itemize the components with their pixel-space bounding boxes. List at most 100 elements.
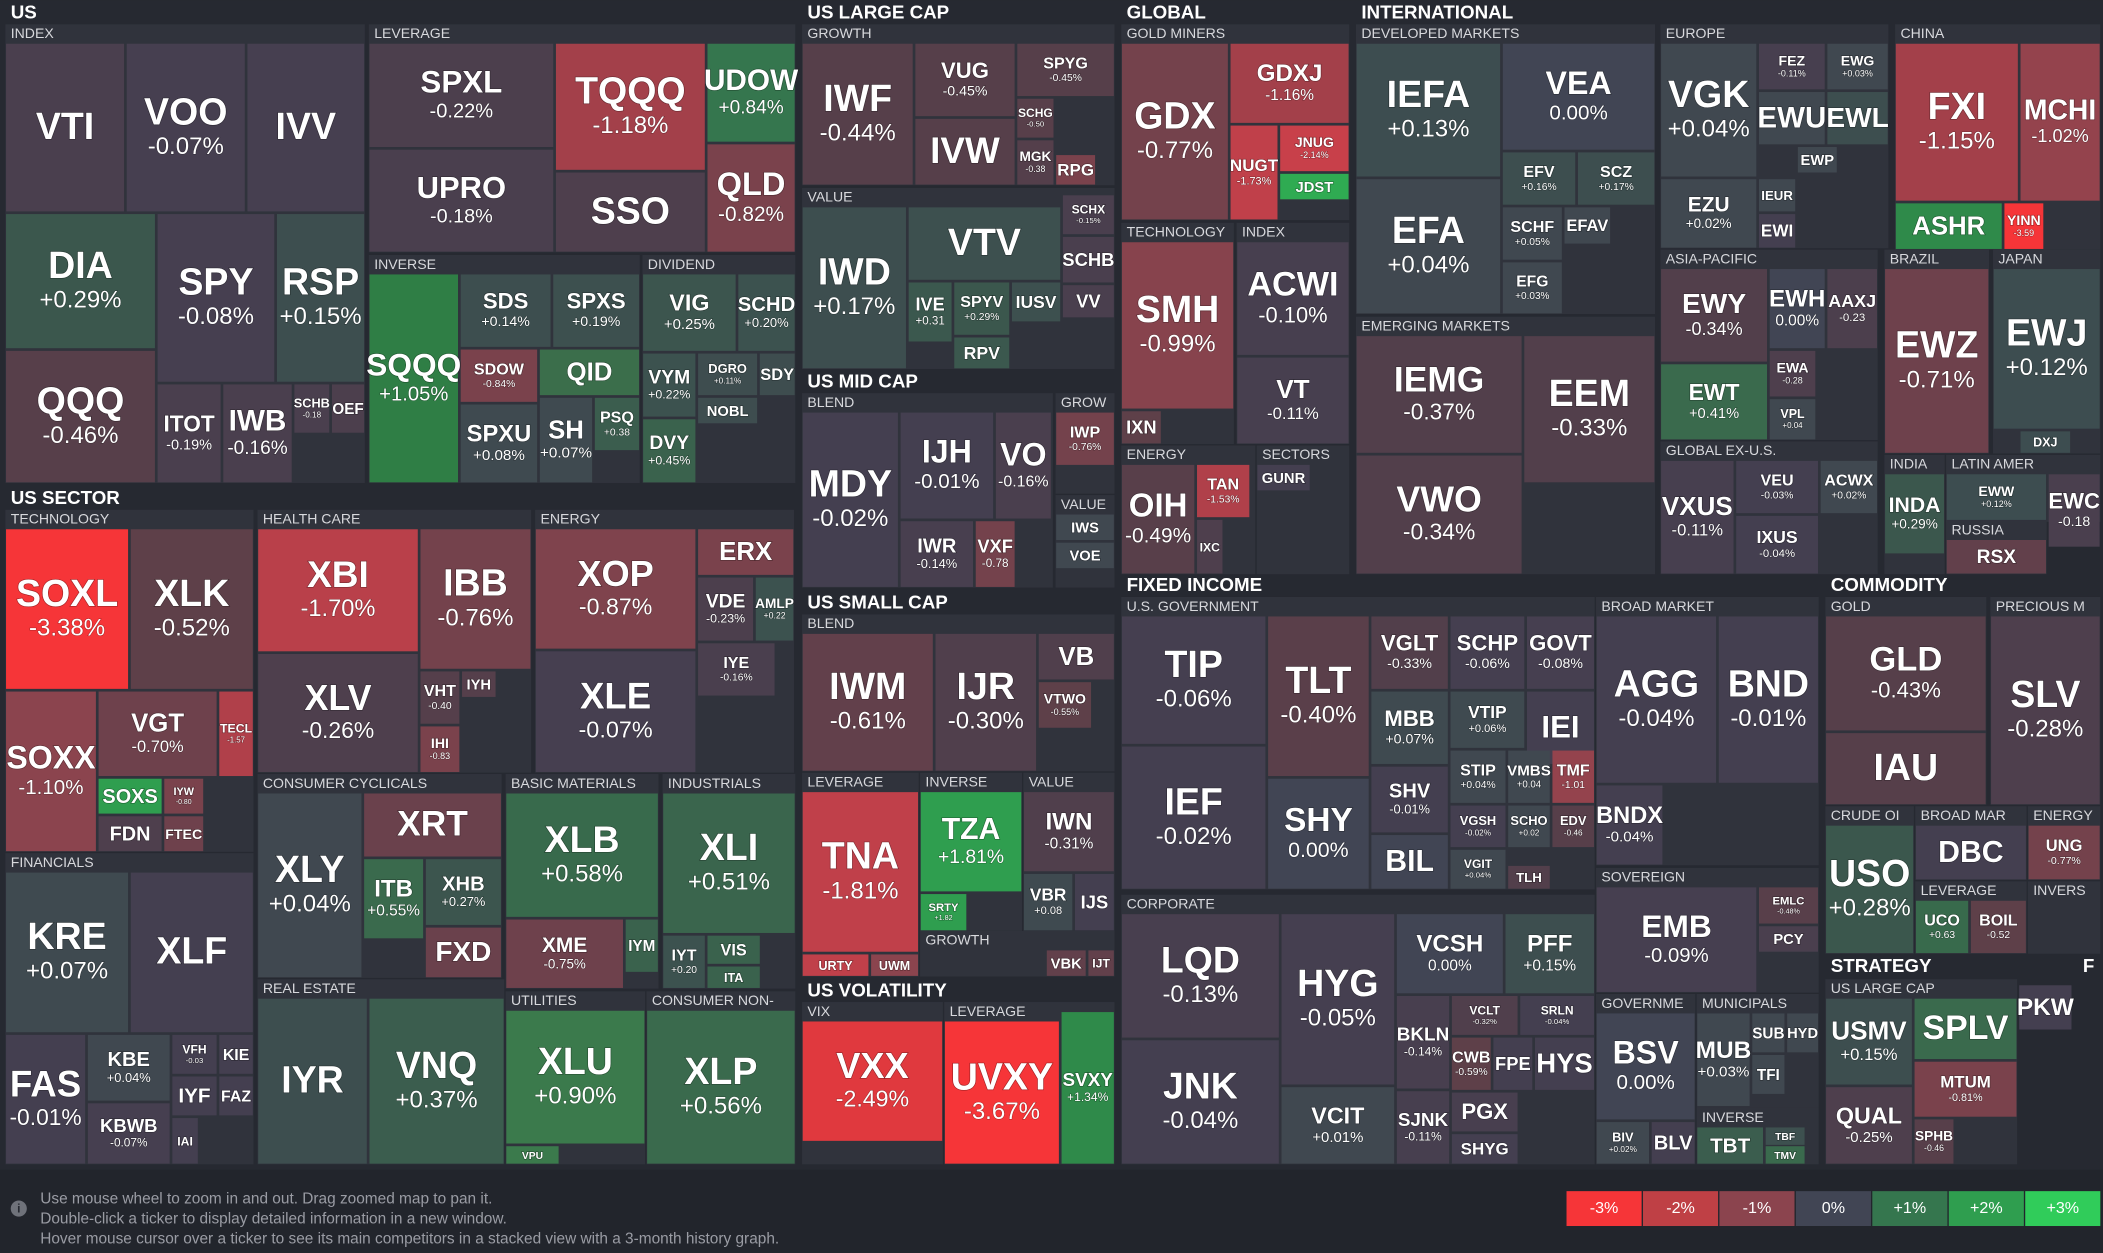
ticker-symbol[interactable]: VIS xyxy=(720,941,748,960)
ticker-symbol[interactable]: IWB xyxy=(228,404,287,438)
ticker-tile[interactable] xyxy=(1451,1037,1491,1090)
ticker-tile[interactable] xyxy=(920,894,967,931)
ticker-tile[interactable] xyxy=(1661,460,1734,574)
ticker-symbol[interactable]: VWO xyxy=(1396,479,1483,520)
ticker-tile[interactable] xyxy=(954,337,1010,369)
ticker-symbol[interactable]: EZU xyxy=(1687,193,1730,217)
ticker-tile[interactable] xyxy=(1017,140,1054,185)
ticker-symbol[interactable]: XLK xyxy=(154,571,230,614)
ticker-symbol[interactable]: SPXL xyxy=(420,64,503,100)
ticker-symbol[interactable]: QUAL xyxy=(1835,1102,1902,1129)
ticker-symbol[interactable]: XOP xyxy=(577,552,655,594)
ticker-tile[interactable] xyxy=(935,633,1037,771)
ticker-symbol[interactable]: VOO xyxy=(143,90,228,133)
ticker-tile[interactable] xyxy=(707,935,760,964)
ticker-tile[interactable] xyxy=(506,1010,645,1144)
ticker-symbol[interactable]: ITA xyxy=(723,970,744,985)
ticker-tile[interactable] xyxy=(1056,514,1114,540)
ticker-symbol[interactable]: KBWB xyxy=(99,1114,158,1136)
ticker-tile[interactable] xyxy=(1718,616,1818,783)
ticker-symbol[interactable]: IWF xyxy=(823,76,893,119)
ticker-symbol[interactable]: HYG xyxy=(1296,961,1379,1004)
ticker-tile[interactable] xyxy=(802,412,898,587)
ticker-tile[interactable] xyxy=(1970,900,2026,954)
ticker-tile[interactable] xyxy=(1062,236,1114,283)
ticker-tile[interactable] xyxy=(1371,835,1448,889)
ticker-tile[interactable] xyxy=(98,816,162,852)
ticker-symbol[interactable]: EWI xyxy=(1760,221,1794,241)
ticker-symbol[interactable]: SCZ xyxy=(1599,162,1633,181)
ticker-tile[interactable] xyxy=(1827,43,1888,90)
ticker-tile[interactable] xyxy=(1237,242,1349,355)
ticker-tile[interactable] xyxy=(258,529,418,652)
ticker-symbol[interactable]: PGX xyxy=(1461,1099,1509,1125)
ticker-tile[interactable] xyxy=(164,778,204,814)
ticker-tile[interactable] xyxy=(219,691,253,777)
ticker-symbol[interactable]: HYS xyxy=(1536,1047,1594,1079)
ticker-symbol[interactable]: BIL xyxy=(1385,845,1435,879)
ticker-symbol[interactable]: EFV xyxy=(1523,162,1556,181)
ticker-tile[interactable] xyxy=(643,274,736,351)
ticker-tile[interactable] xyxy=(1450,691,1525,748)
ticker-tile[interactable] xyxy=(1121,1040,1279,1164)
ticker-symbol[interactable]: EFAV xyxy=(1566,216,1609,236)
ticker-tile[interactable] xyxy=(1827,92,1888,145)
ticker-tile[interactable] xyxy=(6,214,155,349)
ticker-symbol[interactable]: IXC xyxy=(1199,540,1221,555)
ticker-symbol[interactable]: IEI xyxy=(1541,709,1580,745)
ticker-tile[interactable] xyxy=(258,998,367,1164)
ticker-tile[interactable] xyxy=(1121,242,1234,409)
ticker-tile[interactable] xyxy=(130,529,253,689)
ticker-symbol[interactable]: VPU xyxy=(521,1150,544,1162)
ticker-symbol[interactable]: RPG xyxy=(1057,160,1095,180)
ticker-symbol[interactable]: IVE xyxy=(915,294,946,315)
ticker-symbol[interactable]: SOXL xyxy=(15,571,119,614)
ticker-symbol[interactable]: IEF xyxy=(1164,780,1224,823)
ticker-tile[interactable] xyxy=(802,207,906,369)
ticker-tile[interactable] xyxy=(130,872,253,1033)
ticker-tile[interactable] xyxy=(553,274,640,347)
ticker-symbol[interactable]: MGK xyxy=(1019,149,1052,165)
ticker-tile[interactable] xyxy=(698,529,794,575)
ticker-tile[interactable] xyxy=(1062,195,1114,235)
ticker-tile[interactable] xyxy=(1281,914,1395,1085)
ticker-tile[interactable] xyxy=(87,1103,170,1164)
ticker-symbol[interactable]: URTY xyxy=(818,958,854,973)
ticker-symbol[interactable]: SRTY xyxy=(928,902,960,915)
ticker-symbol[interactable]: SPHB xyxy=(1914,1128,1953,1144)
ticker-symbol[interactable]: EMLC xyxy=(1772,895,1805,908)
ticker-tile[interactable] xyxy=(1056,155,1096,185)
ticker-symbol[interactable]: XRT xyxy=(396,803,469,844)
ticker-tile[interactable] xyxy=(535,651,696,773)
ticker-tile[interactable] xyxy=(555,43,705,170)
ticker-symbol[interactable]: XLP xyxy=(684,1049,758,1092)
ticker-tile[interactable] xyxy=(6,1034,86,1164)
ticker-tile[interactable] xyxy=(1758,887,1818,924)
ticker-symbol[interactable]: VTWO xyxy=(1043,690,1087,707)
ticker-symbol[interactable]: TECL xyxy=(219,721,253,736)
ticker-symbol[interactable]: QQQ xyxy=(36,379,125,422)
ticker-symbol[interactable]: BIV xyxy=(1611,1129,1634,1145)
ticker-symbol[interactable]: EWP xyxy=(1800,152,1835,169)
ticker-tile[interactable] xyxy=(1697,1127,1764,1164)
ticker-symbol[interactable]: SPY xyxy=(178,260,254,303)
ticker-symbol[interactable]: EWA xyxy=(1776,359,1809,376)
ticker-tile[interactable] xyxy=(1596,785,1663,865)
ticker-symbol[interactable]: EWW xyxy=(1978,482,2016,499)
ticker-symbol[interactable]: VT xyxy=(1276,374,1311,405)
ticker-tile[interactable] xyxy=(908,207,1061,280)
ticker-tile[interactable] xyxy=(420,529,531,669)
ticker-symbol[interactable]: VBK xyxy=(1050,956,1083,973)
ticker-tile[interactable] xyxy=(1827,269,1878,349)
ticker-tile[interactable] xyxy=(908,282,952,342)
ticker-tile[interactable] xyxy=(1526,616,1595,689)
ticker-symbol[interactable]: IJS xyxy=(1080,891,1109,913)
ticker-tile[interactable] xyxy=(258,653,418,773)
ticker-tile[interactable] xyxy=(1074,873,1114,931)
ticker-symbol[interactable]: XBI xyxy=(306,552,369,595)
ticker-tile[interactable] xyxy=(1552,750,1595,803)
ticker-symbol[interactable]: IUSV xyxy=(1015,291,1057,312)
ticker-symbol[interactable]: STIP xyxy=(1459,761,1496,780)
ticker-symbol[interactable]: VFH xyxy=(182,1042,207,1057)
ticker-tile[interactable] xyxy=(1661,364,1768,440)
